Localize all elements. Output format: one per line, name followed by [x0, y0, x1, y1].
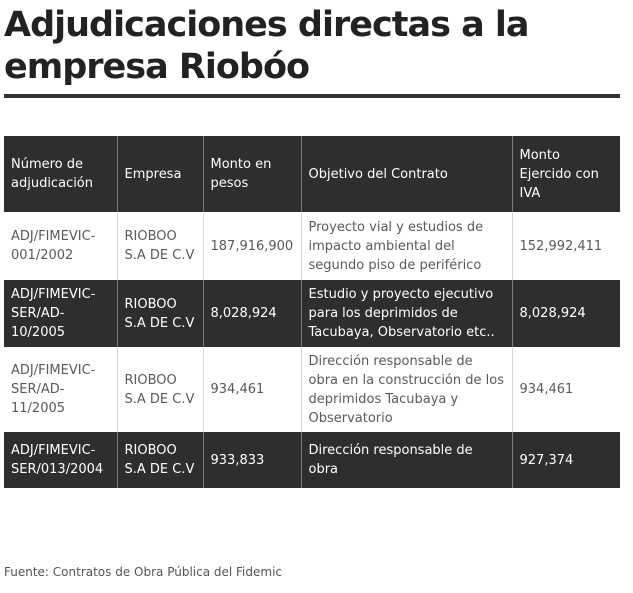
table-header-row: Número de adjudicación Empresa Monto en …: [4, 136, 620, 212]
cell-numero: ADJ/FIMEVIC-SER/AD-11/2005: [4, 347, 118, 432]
cell-numero: ADJ/FIMEVIC-SER/AD-10/2005: [4, 280, 118, 347]
table-row: ADJ/FIMEVIC-SER/013/2004 RIOBOO S.A DE C…: [4, 432, 620, 488]
column-header-objetivo: Objetivo del Contrato: [301, 136, 513, 212]
cell-monto: 934,461: [203, 347, 302, 432]
cell-empresa: RIOBOO S.A DE C.V: [117, 347, 204, 432]
page-title: Adjudicaciones directas a la empresa Rio…: [4, 5, 530, 87]
source-note: Fuente: Contratos de Obra Pública del Fi…: [4, 565, 283, 579]
cell-monto: 8,028,924: [203, 280, 302, 347]
cell-empresa: RIOBOO S.A DE C.V: [117, 212, 204, 280]
contracts-table: Número de adjudicación Empresa Monto en …: [4, 136, 620, 488]
table-row: ADJ/FIMEVIC-001/2002 RIOBOO S.A DE C.V 1…: [4, 212, 620, 280]
table-row: ADJ/FIMEVIC-SER/AD-11/2005 RIOBOO S.A DE…: [4, 347, 620, 432]
cell-ejercido: 152,992,411: [512, 212, 620, 280]
cell-ejercido: 934,461: [512, 347, 620, 432]
column-header-monto: Monto en pesos: [203, 136, 302, 212]
cell-numero: ADJ/FIMEVIC-SER/013/2004: [4, 432, 118, 488]
cell-objetivo: Dirección responsable de obra en la cons…: [301, 347, 513, 432]
cell-numero: ADJ/FIMEVIC-001/2002: [4, 212, 118, 280]
column-header-ejercido: Monto Ejercido con IVA: [512, 136, 620, 212]
table-row: ADJ/FIMEVIC-SER/AD-10/2005 RIOBOO S.A DE…: [4, 280, 620, 347]
cell-monto: 187,916,900: [203, 212, 302, 280]
cell-objetivo: Proyecto vial y estudios de impacto ambi…: [301, 212, 513, 280]
column-header-empresa: Empresa: [117, 136, 204, 212]
cell-ejercido: 927,374: [512, 432, 620, 488]
column-header-numero: Número de adjudicación: [4, 136, 118, 212]
cell-monto: 933,833: [203, 432, 302, 488]
title-divider: [4, 94, 620, 98]
cell-objetivo: Estudio y proyecto ejecutivo para los de…: [301, 280, 513, 347]
cell-empresa: RIOBOO S.A DE C.V: [117, 280, 204, 347]
cell-ejercido: 8,028,924: [512, 280, 620, 347]
cell-empresa: RIOBOO S.A DE C.V: [117, 432, 204, 488]
cell-objetivo: Dirección responsable de obra: [301, 432, 513, 488]
